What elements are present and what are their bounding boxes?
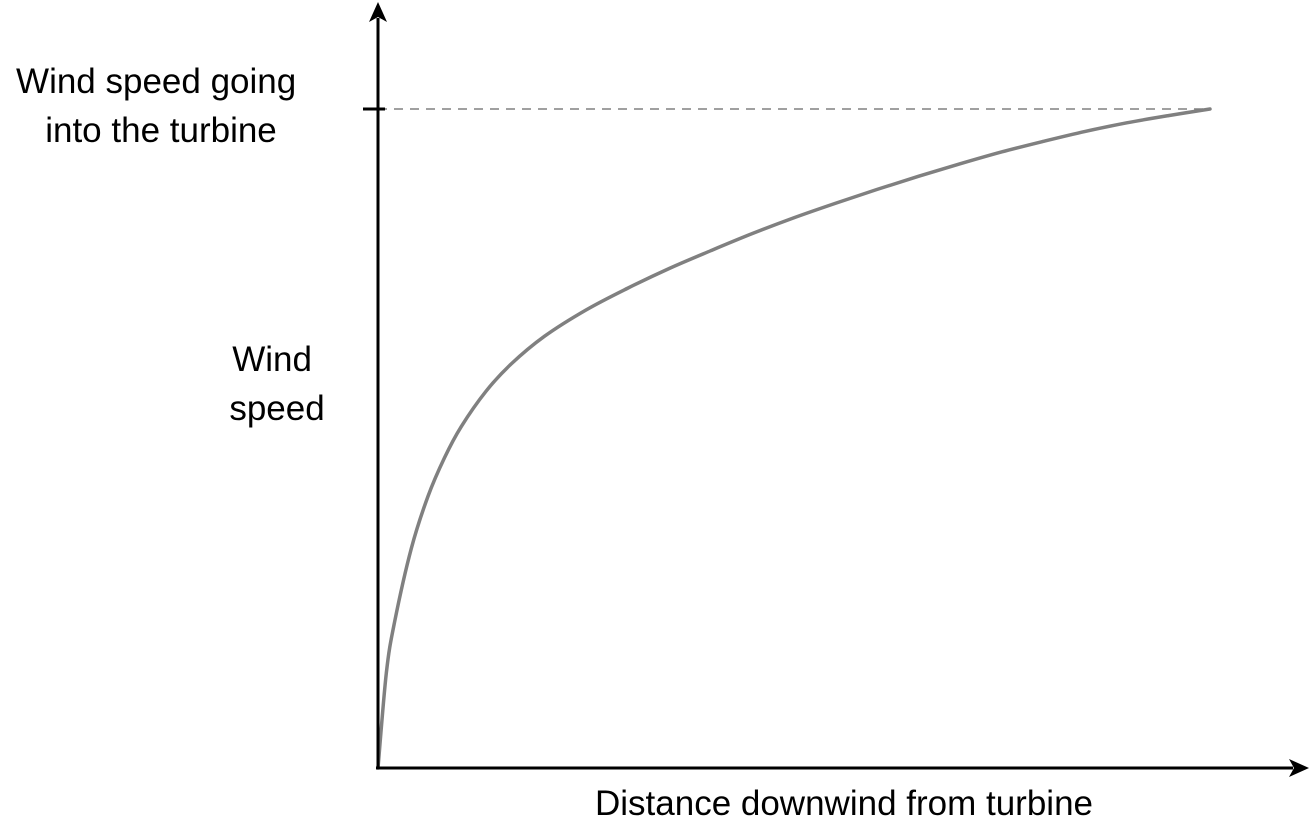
y-axis-arrowhead: [369, 2, 387, 22]
wind-speed-curve: [376, 107, 1212, 770]
reference-label-line-1: Wind speed going: [16, 62, 296, 101]
x-axis-arrowhead: [1289, 759, 1309, 777]
y-axis-label: Wind speed: [229, 340, 324, 428]
x-axis-label: Distance downwind from turbine: [595, 784, 1093, 823]
y-axis-label-line-1: Wind: [232, 340, 312, 379]
reference-label: Wind speed going into the turbine: [16, 62, 306, 150]
reference-label-line-2: into the turbine: [45, 111, 277, 150]
y-axis-label-line-2: speed: [229, 389, 324, 428]
